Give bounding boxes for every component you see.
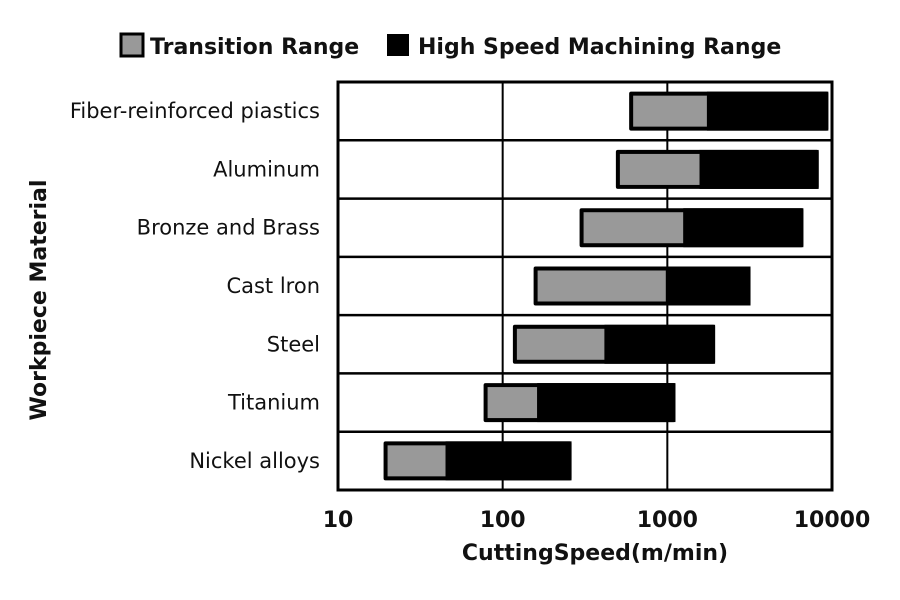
legend-swatch-transition bbox=[119, 32, 145, 58]
bar-transition bbox=[516, 328, 605, 360]
x-tick-label: 10000 bbox=[794, 508, 871, 533]
legend-label-transition: Transition Range bbox=[150, 35, 359, 60]
bar-high-speed bbox=[665, 266, 751, 306]
x-tick-label: 1000 bbox=[637, 508, 698, 533]
category-label: Cast lron bbox=[226, 274, 320, 298]
x-tick-label: 10 bbox=[323, 508, 354, 533]
legend-swatch-hsm bbox=[387, 34, 409, 56]
bar-high-speed bbox=[706, 91, 829, 131]
bar-high-speed bbox=[537, 383, 676, 423]
x-tick-label: 100 bbox=[480, 508, 526, 533]
legend-label-hsm: High Speed Machining Range bbox=[418, 35, 781, 60]
bar-high-speed bbox=[683, 208, 804, 248]
bar-high-speed bbox=[699, 149, 819, 189]
category-label: Bronze and Brass bbox=[137, 216, 320, 240]
bar-transition bbox=[633, 95, 707, 127]
category-label: Titanium bbox=[227, 391, 320, 415]
bar-transition bbox=[387, 445, 446, 477]
category-label: Nickel alloys bbox=[189, 449, 320, 473]
category-label: Steel bbox=[267, 332, 320, 356]
legend: Transition Range High Speed Machining Ra… bbox=[119, 32, 781, 60]
bar-transition bbox=[487, 387, 538, 419]
bar-high-speed bbox=[445, 441, 572, 481]
bar-transition bbox=[537, 270, 666, 302]
bar-high-speed bbox=[604, 324, 716, 364]
y-axis-title: Workpiece Material bbox=[27, 180, 52, 421]
x-axis-title: CuttingSpeed(m/min) bbox=[462, 541, 728, 566]
bar-transition bbox=[583, 212, 684, 244]
category-label: Aluminum bbox=[213, 157, 320, 181]
bar-transition bbox=[619, 153, 700, 185]
category-label: Fiber-reinforced piastics bbox=[70, 99, 320, 123]
